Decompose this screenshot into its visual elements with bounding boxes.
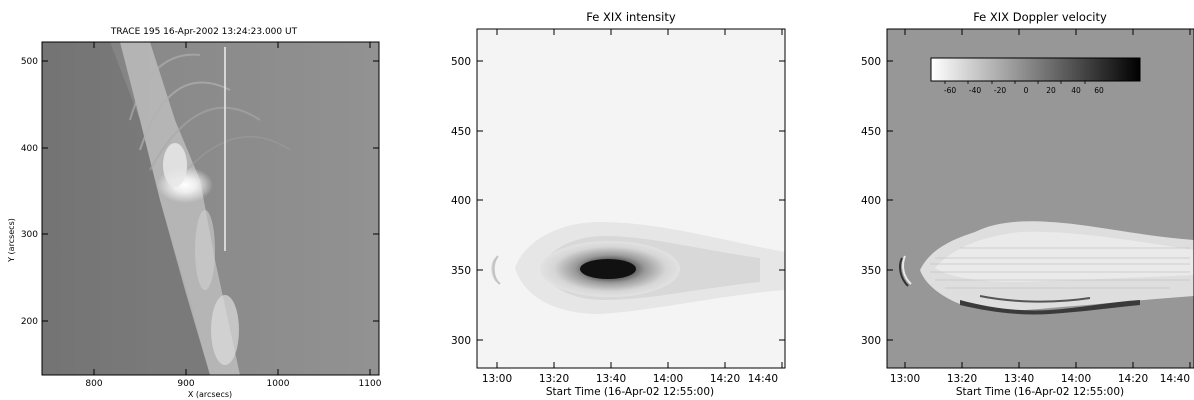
panel-2-frame (476, 28, 786, 369)
p1-ylabel: Y (arcsecs) (7, 218, 16, 263)
p1-xtick: 1000 (267, 379, 290, 389)
intensity-panel: Fe XIX intensity 13:00 13:20 13:40 14:00… (451, 10, 786, 398)
p3-xtick: 13:00 (890, 373, 920, 385)
p2-ytick: 400 (451, 195, 471, 207)
p1-xtick: 800 (85, 379, 102, 389)
p2-xlabel: Start Time (16-Apr-02 12:55:00) (546, 386, 714, 398)
p3-ytick: 400 (861, 195, 881, 207)
p1-ytick: 200 (21, 317, 38, 327)
p3-xtick: 13:20 (947, 373, 977, 385)
p2-ytick: 500 (451, 56, 471, 68)
colorbar-tick: 0 (1024, 86, 1029, 95)
p3-ytick: 500 (861, 56, 881, 68)
doppler-map (887, 29, 1194, 368)
colorbar-tick: -60 (944, 86, 956, 95)
p1-ytick: 500 (21, 57, 38, 67)
trace-solar-image (42, 42, 379, 375)
panel-2-title: Fe XIX intensity (586, 10, 676, 24)
p2-ytick: 300 (451, 335, 471, 347)
p3-ytick: 300 (861, 335, 881, 347)
p1-ytick: 400 (21, 144, 38, 154)
intensity-map (477, 29, 785, 368)
p2-xtick: 14:00 (653, 373, 683, 385)
p2-ytick: 450 (451, 126, 471, 138)
doppler-panel: Fe XIX Doppler velocity (861, 10, 1194, 398)
p3-xtick: 13:40 (1004, 373, 1034, 385)
panel-3-title: Fe XIX Doppler velocity (973, 10, 1107, 24)
p1-xtick: 900 (177, 379, 194, 389)
colorbar-tick: 60 (1094, 86, 1104, 95)
panel-1-title: TRACE 195 16-Apr-2002 13:24:23.000 UT (110, 27, 298, 37)
p2-xtick: 13:20 (539, 373, 569, 385)
p3-xlabel: Start Time (16-Apr-02 12:55:00) (956, 386, 1124, 398)
colorbar-tick: 40 (1071, 86, 1081, 95)
p2-xtick: 14:40 (748, 373, 778, 385)
p3-ytick: 350 (861, 265, 881, 277)
panel-3-frame (886, 28, 1194, 369)
p3-xtick: 14:00 (1061, 373, 1091, 385)
p3-xtick: 14:20 (1118, 373, 1148, 385)
p3-ytick: 450 (861, 126, 881, 138)
p3-xtick: 14:40 (1160, 373, 1190, 385)
p1-xtick: 1100 (359, 379, 382, 389)
p2-ytick: 350 (451, 265, 471, 277)
p1-xlabel: X (arcsecs) (188, 390, 232, 399)
velocity-colorbar: -60 -40 -20 0 20 40 60 (930, 57, 1141, 95)
p1-ytick: 300 (21, 230, 38, 240)
p2-xtick: 14:20 (710, 373, 740, 385)
p2-xtick: 13:00 (482, 373, 512, 385)
colorbar-tick: 20 (1046, 86, 1056, 95)
panel-1-frame (41, 41, 380, 376)
trace-image-panel: TRACE 195 16-Apr-2002 13:24:23.000 UT (7, 27, 382, 399)
p2-xtick: 13:40 (596, 373, 626, 385)
colorbar-tick: -20 (994, 86, 1006, 95)
colorbar-tick: -40 (969, 86, 981, 95)
